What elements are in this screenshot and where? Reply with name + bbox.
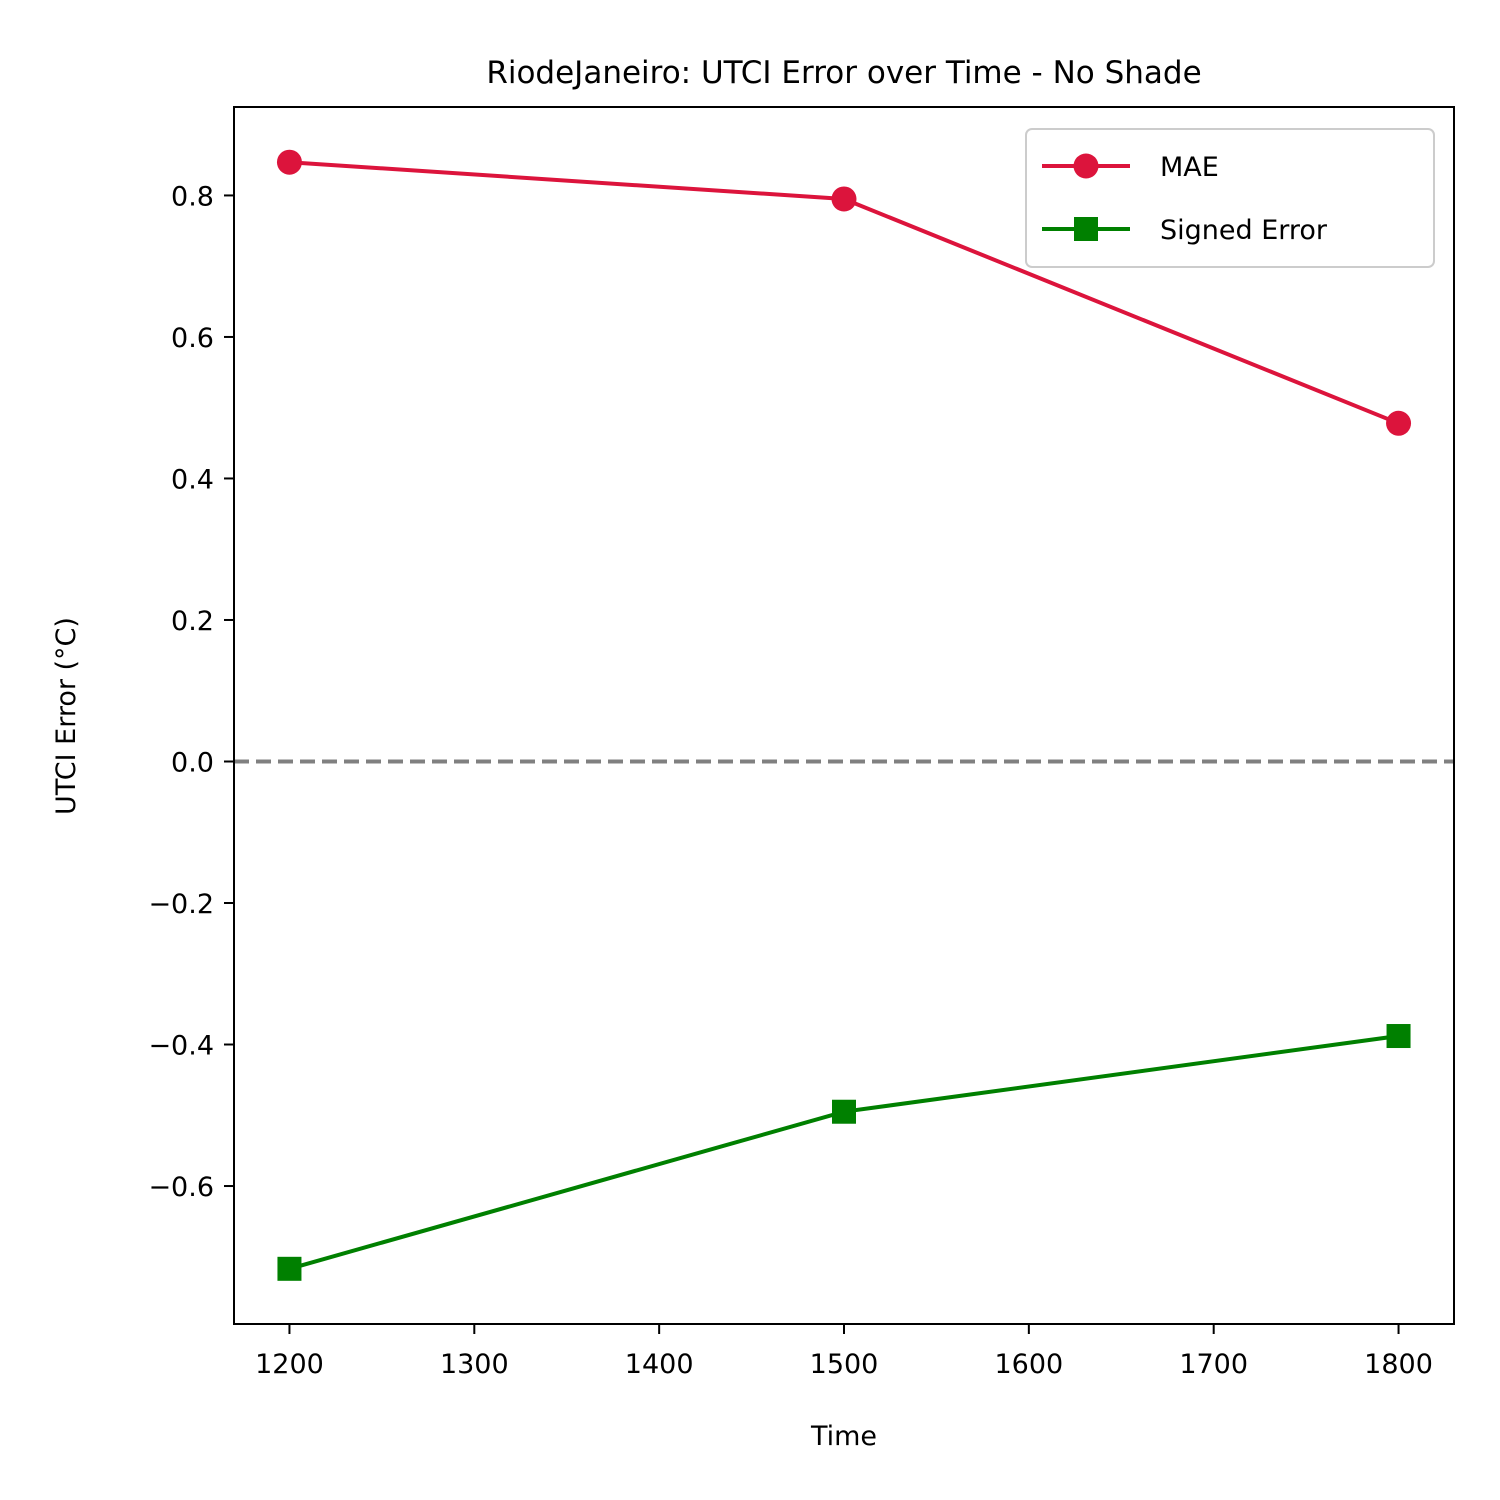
legend: MAE Signed Error — [1025, 128, 1435, 268]
x-tick-label: 1700 — [1179, 1349, 1248, 1380]
x-tick-label: 1600 — [994, 1349, 1063, 1380]
signed-error-point — [832, 1099, 856, 1124]
legend-mae-label: MAE — [1160, 152, 1219, 183]
chart-title: RiodeJaneiro: UTCI Error over Time - No … — [486, 55, 1201, 91]
x-tick-label: 1300 — [440, 1349, 509, 1380]
signed-error-point — [277, 1256, 302, 1281]
y-tick-label: −0.2 — [148, 889, 214, 920]
signed-error-point — [1386, 1024, 1411, 1049]
legend-signed-error-label: Signed Error — [1160, 215, 1328, 246]
legend-signed-error-marker — [1074, 217, 1098, 241]
y-tick-label: 0.0 — [171, 747, 214, 778]
y-tick-label: −0.6 — [148, 1172, 214, 1203]
x-tick-label: 1800 — [1364, 1349, 1433, 1380]
y-axis-label: UTCI Error (°C) — [51, 617, 82, 815]
legend-box — [1025, 128, 1435, 268]
mae-point — [831, 186, 857, 212]
axes: 1200 1300 1400 1500 1600 1700 1800 −0.6 −0.4 −0.2… — [148, 181, 1432, 1380]
x-tick-label: 1200 — [255, 1349, 324, 1380]
y-tick-label: 0.8 — [171, 181, 214, 212]
plot-area — [234, 149, 1454, 1281]
y-tick-label: −0.4 — [148, 1031, 214, 1062]
y-tick-label: 0.6 — [171, 323, 214, 354]
legend-mae-marker — [1073, 153, 1099, 179]
y-tick-label: 0.2 — [171, 606, 214, 637]
x-axis-label: Time — [810, 1421, 877, 1452]
x-tick-label: 1500 — [810, 1349, 879, 1380]
y-tick-label: 0.4 — [171, 464, 214, 495]
mae-point — [276, 149, 302, 175]
mae-point — [1386, 410, 1412, 436]
x-tick-label: 1400 — [625, 1349, 694, 1380]
